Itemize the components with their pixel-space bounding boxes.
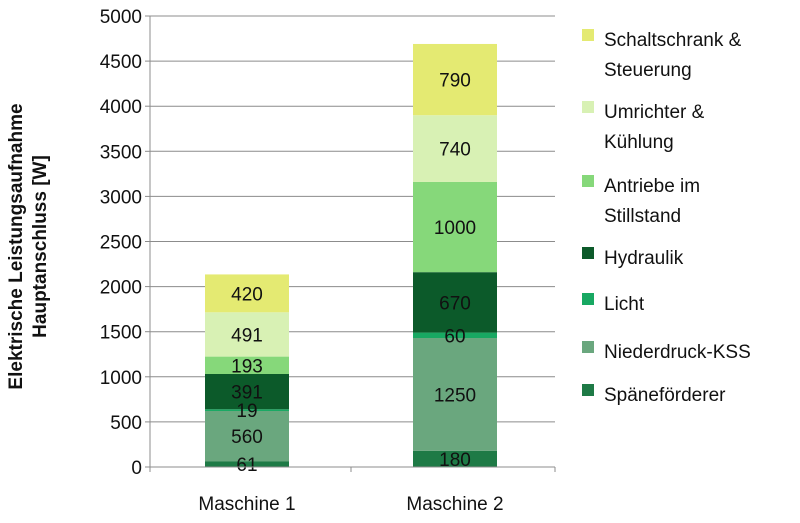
bar-value-label: 1000: [434, 218, 476, 239]
legend-swatch-icon: [582, 101, 594, 113]
bar-segment: [413, 450, 497, 467]
bar-value-label: 491: [231, 325, 263, 346]
y-axis-title: Elektrische Leistungsaufnahme Hauptanschl…: [6, 103, 51, 389]
bar-value-label: 180: [439, 450, 471, 471]
bar-segment: [205, 409, 289, 411]
y-tick-label: 500: [110, 413, 142, 434]
bar-segment: [205, 410, 289, 462]
bar-segment: [413, 115, 497, 182]
y-axis-title-line: Elektrische Leistungsaufnahme: [6, 103, 27, 389]
y-tick-label: 2500: [100, 233, 142, 254]
bar-segment: [205, 461, 289, 467]
legend-entry-label: Licht: [604, 294, 645, 315]
y-axis-title-line: Hauptanschluss [W]: [30, 155, 51, 338]
legend-entry-label: Stillstand: [604, 206, 681, 227]
y-tick-label: 4500: [100, 52, 142, 73]
bar-segment: [205, 374, 289, 410]
bar-value-label: 790: [439, 71, 471, 92]
bar-value-label: 193: [231, 356, 263, 377]
x-category-labels: Maschine 1 Maschine 2: [198, 494, 503, 515]
y-tick-label: 4000: [100, 97, 142, 118]
y-tick-label: 2000: [100, 278, 142, 299]
y-tick-label: 1000: [100, 368, 142, 389]
bars: [205, 43, 497, 467]
bar-segment: [413, 272, 497, 333]
y-tick-label: 3000: [100, 187, 142, 208]
y-tick-label: 1500: [100, 323, 142, 344]
bar-segment: [205, 274, 289, 313]
axes: [145, 15, 556, 472]
bar-segment: [413, 332, 497, 339]
bar-value-label: 560: [231, 427, 263, 448]
legend-swatch-icon: [582, 175, 594, 187]
y-tick-label: 0: [131, 458, 142, 479]
legend-swatch-icon: [582, 247, 594, 259]
legend-entry-label: Schaltschrank &: [604, 30, 742, 51]
legend-swatch-icon: [582, 384, 594, 396]
x-category-label: Maschine 1: [198, 494, 295, 515]
legend-swatch-icon: [582, 29, 594, 41]
x-category-label: Maschine 2: [406, 494, 503, 515]
legend: Schaltschrank & Steuerung Umrichter & Kühlu…: [582, 29, 751, 406]
bar-segment: [413, 181, 497, 273]
bar-value-label: 740: [439, 140, 471, 161]
bar-segment: [413, 43, 497, 116]
bar-segment: [205, 312, 289, 357]
legend-entry-label: Niederdruck-KSS: [604, 342, 751, 363]
legend-entry-label: Antriebe im: [604, 176, 700, 197]
bar-value-label: 19: [236, 401, 257, 422]
bar-value-label: 61: [236, 455, 257, 476]
bar-value-label: 1250: [434, 385, 476, 406]
legend-swatch-icon: [582, 341, 594, 353]
y-tick-labels: 0 500 1000 1500 2000 2500 3000 3500 4000 4500 5000: [100, 7, 142, 479]
legend-entry-label: Späneförderer: [604, 385, 726, 406]
legend-entry-label: Steuerung: [604, 60, 692, 81]
bar-value-label: 60: [444, 326, 465, 347]
legend-entry-label: Umrichter &: [604, 102, 705, 123]
bar-segment: [205, 356, 289, 375]
y-tick-label: 3500: [100, 142, 142, 163]
legend-entry-label: Hydraulik: [604, 248, 684, 269]
bar-value-label: 670: [439, 293, 471, 314]
y-tick-label: 5000: [100, 7, 142, 28]
legend-swatch-icon: [582, 293, 594, 305]
legend-entry-label: Kühlung: [604, 132, 674, 153]
bar-value-label: 420: [231, 284, 263, 305]
bar-segment: [413, 338, 497, 451]
bar-value-label: 391: [231, 383, 263, 404]
